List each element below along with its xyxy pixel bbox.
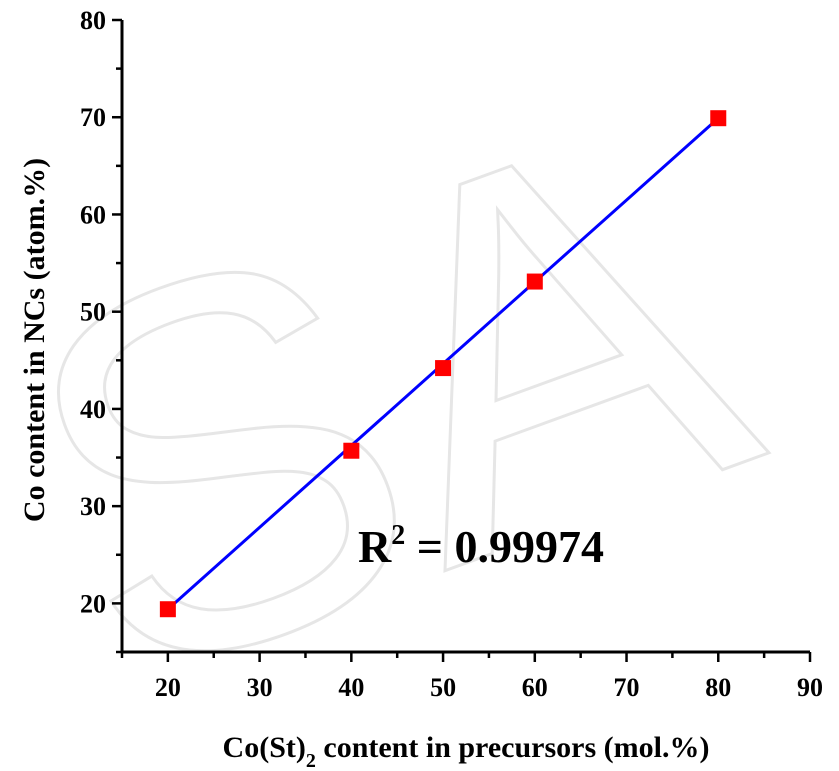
y-tick-label: 60 bbox=[80, 200, 106, 229]
data-point bbox=[159, 601, 176, 618]
x-tick-label: 30 bbox=[247, 673, 273, 702]
r-squared-annotation: R2 = 0.99974 bbox=[358, 520, 604, 572]
r-squared-prefix: R bbox=[358, 521, 392, 572]
y-tick-label: 30 bbox=[80, 492, 106, 521]
y-axis-title: Co content in NCs (atom.%) bbox=[18, 158, 51, 522]
x-axis-title-sub: 2 bbox=[306, 750, 316, 771]
data-point bbox=[343, 442, 360, 459]
x-tick-label: 80 bbox=[705, 673, 731, 702]
data-point bbox=[710, 110, 727, 127]
x-tick-label: 70 bbox=[614, 673, 640, 702]
r-squared-sup: 2 bbox=[391, 520, 405, 551]
y-tick-label: 20 bbox=[80, 589, 106, 618]
data-point bbox=[435, 360, 452, 377]
x-tick-label: 20 bbox=[155, 673, 181, 702]
y-tick-label: 80 bbox=[80, 6, 106, 35]
data-point bbox=[526, 273, 543, 290]
x-tick-label: 40 bbox=[338, 673, 364, 702]
data-points bbox=[159, 110, 727, 618]
y-tick-label: 70 bbox=[80, 103, 106, 132]
x-axis-title-main: Co(St) bbox=[223, 731, 306, 764]
x-axis-title-rest: content in precursors (mol.%) bbox=[316, 731, 710, 764]
x-axis-title: Co(St)2 content in precursors (mol.%) bbox=[223, 731, 710, 771]
x-tick-label: 50 bbox=[430, 673, 456, 702]
axes bbox=[112, 18, 812, 662]
r-squared-value: = 0.99974 bbox=[405, 521, 604, 572]
y-tick-label: 40 bbox=[80, 395, 106, 424]
tick-labels: 20 30 40 50 60 70 80 90 20 30 40 50 60 70 80 bbox=[80, 6, 823, 702]
y-tick-label: 50 bbox=[80, 298, 106, 327]
x-tick-label: 60 bbox=[522, 673, 548, 702]
x-tick-label: 90 bbox=[797, 673, 823, 702]
